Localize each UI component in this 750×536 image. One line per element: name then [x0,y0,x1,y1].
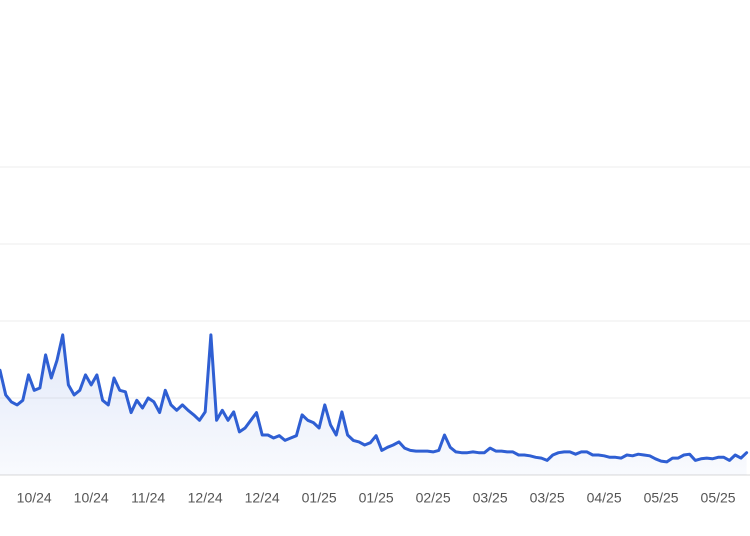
x-tick-label: 10/24 [17,490,52,506]
x-tick-label: 10/24 [74,490,109,506]
x-tick-label: 02/25 [416,490,451,506]
x-tick-label: 03/25 [473,490,508,506]
x-tick-label: 11/24 [131,490,165,506]
x-tick-label: 01/25 [302,490,337,506]
line [0,333,749,464]
area-fill [0,334,747,475]
x-tick-label: 03/25 [530,490,565,506]
x-tick-label: 05/25 [701,490,736,506]
x-tick-label: 04/25 [587,490,622,506]
x-tick-label: 01/25 [359,490,394,506]
x-tick-label: 12/24 [188,490,223,506]
x-tick-label: 05/25 [644,490,679,506]
x-tick-label: 12/24 [245,490,280,506]
